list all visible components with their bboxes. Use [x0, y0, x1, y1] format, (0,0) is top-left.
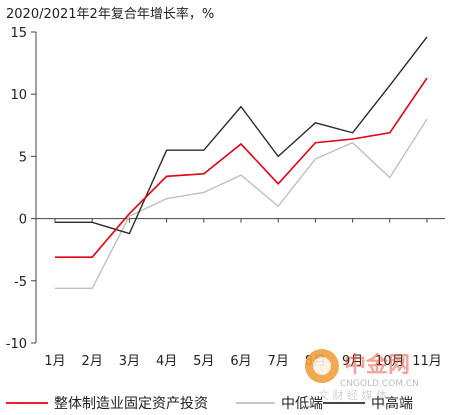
x-tick-label: 10月: [375, 354, 405, 369]
chart-title: 2020/2021年2年复合年增长率，%: [6, 6, 214, 22]
y-tick-label: -5: [14, 275, 27, 290]
x-tick-label: 7月: [268, 354, 289, 369]
x-tick-label: 3月: [119, 354, 140, 369]
x-tick-label: 4月: [156, 354, 177, 369]
watermark-url: CNGOLD.COM.CN: [340, 379, 419, 389]
x-tick-label: 6月: [230, 354, 251, 369]
series-line-mid-high: [55, 36, 428, 235]
legend-label: 整体制造业固定资产投资: [54, 396, 208, 412]
watermark-brand: 中金网: [344, 352, 410, 378]
legend-label: 中高端: [371, 395, 413, 412]
x-tick-label: 5月: [193, 354, 214, 369]
y-tick-label: -10: [6, 337, 27, 352]
x-tick-label: 1月: [44, 354, 65, 369]
y-tick-label: 15: [10, 26, 27, 41]
series-layer: [55, 36, 428, 289]
axes: -10-50510151月2月3月4月5月6月7月8月9月10月11月: [6, 26, 445, 369]
x-tick-label: 11月: [412, 354, 442, 369]
x-tick-label: 2月: [82, 354, 103, 369]
watermark-slogan: 文 财 经 媒 体: [318, 388, 387, 402]
watermark: 中金网 CNGOLD.COM.CN 文 财 经 媒 体: [305, 349, 419, 402]
series-line-overall: [55, 77, 428, 258]
legend-label: 中低端: [281, 396, 323, 412]
x-tick-label: 9月: [342, 354, 363, 369]
watermark-logo-inner-icon: [313, 357, 331, 375]
y-tick-label: 0: [19, 213, 27, 228]
series-line-mid-low: [55, 118, 428, 289]
legend: 整体制造业固定资产投资 中低端 中高端: [6, 395, 413, 412]
y-tick-label: 5: [19, 150, 27, 165]
y-tick-label: 10: [10, 88, 27, 103]
